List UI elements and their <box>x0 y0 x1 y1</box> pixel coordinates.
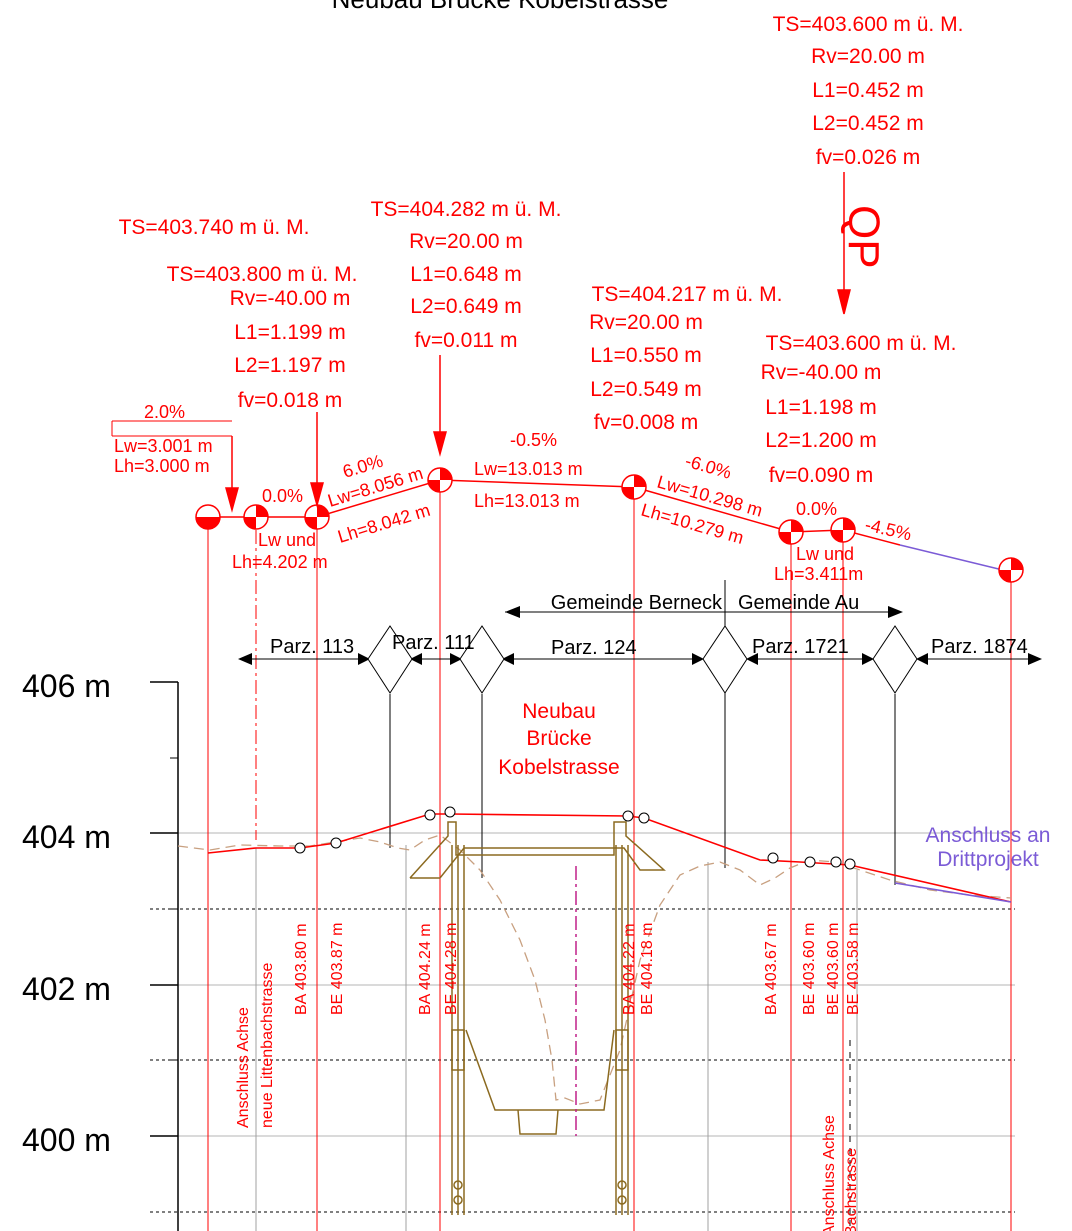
station-anschluss-2: Anschluss Achse <box>821 1115 838 1231</box>
grey-station-lines <box>255 845 858 1231</box>
station-ba-403-80: BA 403.80 m <box>293 923 310 1015</box>
elevation-label-402: 402 m <box>22 971 111 1007</box>
grade-5: -6.0% <box>683 451 734 483</box>
connection-label: Anschluss an Drittprojekt <box>926 824 1051 871</box>
vc2-l2: L2=0.649 m <box>410 295 522 318</box>
parcel-111: Parz. 111 <box>392 632 475 654</box>
grade-2-lh: Lh=4.202 m <box>232 552 328 572</box>
parcel-1721: Parz. 1721 <box>752 636 849 658</box>
grade-4: -0.5% <box>510 430 557 450</box>
vc1-rv: Rv=20.00 m <box>811 45 925 68</box>
elevation-grid <box>150 832 1015 1213</box>
station-be-404-28: BE 404.28 m <box>443 923 460 1016</box>
vc4-rv: Rv=20.00 m <box>589 311 703 334</box>
station-ba-404-24: BA 404.24 m <box>417 923 434 1015</box>
vc4-fv: fv=0.008 m <box>594 411 698 434</box>
grade-4-lw: Lw=13.013 m <box>474 459 583 479</box>
vc2-fv: fv=0.011 m <box>415 329 518 352</box>
grade-1-lw: Lw=3.001 m <box>114 436 213 456</box>
municipality-berneck: Gemeinde Berneck <box>551 592 723 614</box>
elevation-label-400: 400 m <box>22 1122 111 1158</box>
parcel-124: Parz. 124 <box>551 637 637 659</box>
station-be-403-87: BE 403.87 m <box>329 923 346 1016</box>
vc3-ts: TS=403.800 m ü. M. <box>167 263 358 286</box>
vc3-l1: L1=1.199 m <box>234 321 346 344</box>
grade-2: 0.0% <box>262 486 303 506</box>
elevation-label-404: 404 m <box>22 819 111 855</box>
existing-terrain-line <box>177 834 1012 1105</box>
vc3-fv: fv=0.018 m <box>238 389 342 412</box>
grade-6-lw: Lw und <box>796 544 854 564</box>
grade-1: 2.0% <box>144 402 185 422</box>
station-be-403-60b: BE 403.60 m <box>825 923 842 1016</box>
qp-label: QP <box>839 205 888 269</box>
design-profile-line <box>207 813 1012 903</box>
station-anschluss-1: Anschluss Achse <box>235 1007 252 1128</box>
vc4-l1: L1=0.550 m <box>590 344 702 367</box>
vertex-arrows <box>225 172 851 513</box>
vc2-l1: L1=0.648 m <box>410 263 522 286</box>
parcel-boundary-lines <box>389 580 896 885</box>
connection-label-2: Drittprojekt <box>937 848 1039 871</box>
station-be-403-58: BE 403.58 m <box>845 923 862 1016</box>
vc5-ts: TS=403.600 m ü. M. <box>766 332 957 355</box>
station-anschluss-2b: Bachstrasse <box>843 1148 860 1231</box>
municipality-au: Gemeinde Au <box>738 592 859 614</box>
station-ba-403-67: BA 403.67 m <box>763 923 780 1015</box>
connection-line-lower <box>894 882 1012 903</box>
vc1-l1: L1=0.452 m <box>812 79 924 102</box>
bridge-label-3: Kobelstrasse <box>498 756 619 779</box>
vc5-l2: L2=1.200 m <box>765 429 877 452</box>
parcel-113: Parz. 113 <box>270 636 354 658</box>
vertical-curve-annotations: TS=403.600 m ü. M. Rv=20.00 m L1=0.452 m… <box>119 13 964 487</box>
vc4-ts: TS=404.217 m ü. M. <box>592 283 783 306</box>
station-be-404-18: BE 404.18 m <box>639 923 656 1016</box>
grade-2-lw: Lw und <box>258 530 316 550</box>
elevation-axis: 406 m 404 m 402 m 400 m <box>22 668 179 1231</box>
ts-start: TS=403.740 m ü. M. <box>119 216 310 239</box>
connection-line-upper <box>899 544 1012 573</box>
connection-label-1: Anschluss an <box>926 824 1051 847</box>
vc5-l1: L1=1.198 m <box>765 396 877 419</box>
grade-6: 0.0% <box>796 499 837 519</box>
station-labels: Anschluss Achse neue Littenbachstrasse B… <box>235 923 862 1231</box>
vc2-ts: TS=404.282 m ü. M. <box>371 198 562 221</box>
vc5-rv: Rv=-40.00 m <box>761 361 882 384</box>
vc5-fv: fv=0.090 m <box>769 464 873 487</box>
vc4-l2: L2=0.549 m <box>590 378 702 401</box>
vc1-l2: L2=0.452 m <box>812 112 924 135</box>
station-anschluss-1b: neue Littenbachstrasse <box>259 962 276 1128</box>
grade-1-lh: Lh=3.000 m <box>114 456 210 476</box>
bridge-structure <box>409 821 666 1215</box>
grade-7: -4.5% <box>863 514 913 544</box>
grade-6-lh: Lh=3.411m <box>774 564 863 584</box>
grade-4-lh: Lh=13.013 m <box>474 491 580 511</box>
municipality-boundary: Gemeinde Berneck Gemeinde Au <box>505 592 903 618</box>
vc2-rv: Rv=20.00 m <box>409 230 523 253</box>
parcel-1874: Parz. 1874 <box>931 636 1028 658</box>
vertex-symbols <box>195 467 1024 583</box>
bridge-label-2: Brücke <box>526 727 591 750</box>
vc3-rv: Rv=-40.00 m <box>230 287 351 310</box>
parcel-markers: Parz. 113 Parz. 111 Parz. 124 Parz. 1721… <box>238 625 1042 694</box>
station-be-403-60a: BE 403.60 m <box>801 923 818 1016</box>
bridge-label-1: Neubau <box>522 700 596 723</box>
drawing-title: Neubau Brücke Kobelstrasse <box>332 0 669 14</box>
profile-vertices <box>294 806 856 870</box>
elevation-label-406: 406 m <box>22 668 111 704</box>
bridge-label: Neubau Brücke Kobelstrasse <box>498 700 619 779</box>
station-ba-404-22: BA 404.22 m <box>621 923 638 1015</box>
vc3-l2: L2=1.197 m <box>234 354 346 377</box>
vc1-fv: fv=0.026 m <box>816 146 920 169</box>
vc1-ts: TS=403.600 m ü. M. <box>773 13 964 36</box>
